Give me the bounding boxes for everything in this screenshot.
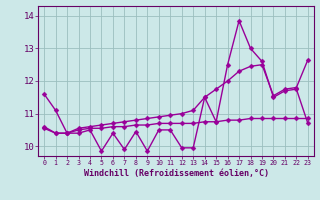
- X-axis label: Windchill (Refroidissement éolien,°C): Windchill (Refroidissement éolien,°C): [84, 169, 268, 178]
